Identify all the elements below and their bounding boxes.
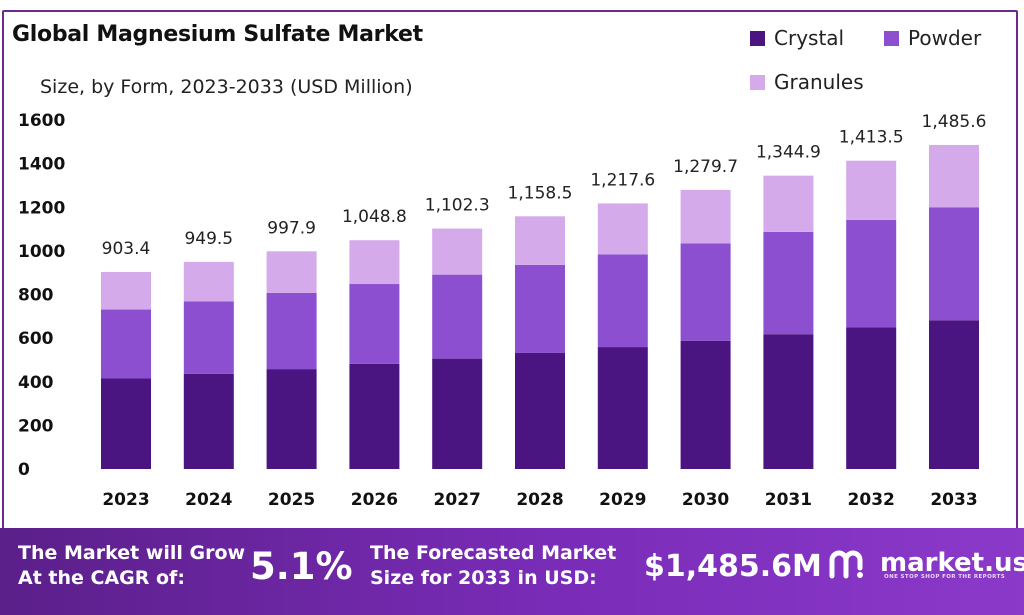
x-tick-label-2026: 2026 <box>351 490 398 510</box>
total-label-2029: 1,217.6 <box>590 170 655 190</box>
bar-chart: 0 200 400 600 800 1000 1200 1400 1600 903.4 2023 94… <box>18 111 987 510</box>
bar-powder-2030 <box>680 243 731 341</box>
bar-crystal-2025 <box>266 369 317 469</box>
x-tick-label-2033: 2033 <box>930 490 977 510</box>
chart-subtitle: Size, by Form, 2023-2033 (USD Million) <box>40 76 413 98</box>
summary-band <box>0 528 1024 615</box>
total-label-2033: 1,485.6 <box>922 112 987 132</box>
total-label-2023: 903.4 <box>102 239 151 259</box>
brand-name: market.us <box>880 548 1024 578</box>
x-tick-label-2028: 2028 <box>516 490 563 510</box>
x-tick-label-2024: 2024 <box>185 490 232 510</box>
bar-crystal-2027 <box>432 358 483 469</box>
x-tick-label-2031: 2031 <box>765 490 812 510</box>
y-tick-label: 600 <box>18 329 54 349</box>
bar-crystal-2024 <box>183 373 234 469</box>
cagr-label: The Market will Grow At the CAGR of: <box>18 541 245 591</box>
bar-powder-2024 <box>183 301 234 374</box>
bar-granules-2029 <box>597 203 648 255</box>
bar-crystal-2023 <box>101 378 151 469</box>
y-tick-label: 800 <box>18 286 54 306</box>
legend-powder-label: Powder <box>908 26 982 50</box>
bar-granules-2031 <box>763 175 814 232</box>
chart-title: Global Magnesium Sulfate Market <box>12 22 423 47</box>
x-tick-label-2027: 2027 <box>434 490 481 510</box>
x-tick-label-2029: 2029 <box>599 490 646 510</box>
y-tick-label: 400 <box>18 373 54 393</box>
x-tick-label-2030: 2030 <box>682 490 729 510</box>
legend-crystal-swatch <box>750 30 765 46</box>
bar-granules-2023 <box>101 271 151 310</box>
legend-crystal-label: Crystal <box>774 26 845 50</box>
legend-powder: Powder <box>884 26 981 50</box>
bar-powder-2027 <box>432 274 483 359</box>
bar-powder-2025 <box>266 292 317 370</box>
bar-powder-2026 <box>349 284 400 364</box>
y-tick-label: 1200 <box>18 198 65 218</box>
bar-powder-2033 <box>929 207 979 321</box>
brand-tagline: ONE STOP SHOP FOR THE REPORTS <box>884 574 1006 580</box>
bar-crystal-2026 <box>349 363 400 469</box>
cagr-label-line1: The Market will Grow <box>18 542 246 564</box>
bar-granules-2026 <box>349 240 400 285</box>
forecast-label: The Forecasted Market Size for 2033 in U… <box>370 541 616 591</box>
bar-granules-2024 <box>183 261 234 302</box>
bar-powder-2031 <box>763 231 814 335</box>
total-label-2024: 949.5 <box>184 229 233 249</box>
y-tick-label: 0 <box>18 460 30 480</box>
forecast-label-line1: The Forecasted Market <box>370 542 617 564</box>
y-tick-label: 1400 <box>18 155 65 175</box>
bar-crystal-2031 <box>763 334 814 469</box>
bar-powder-2023 <box>101 309 151 379</box>
legend-powder-swatch <box>884 30 899 46</box>
x-tick-label-2023: 2023 <box>102 490 149 510</box>
bar-crystal-2028 <box>515 352 565 469</box>
x-tick-label-2025: 2025 <box>268 490 315 510</box>
bar-granules-2032 <box>846 160 897 220</box>
legend-granules-swatch <box>750 74 765 90</box>
market-us-logo: market.us <box>828 546 1024 580</box>
cagr-label-line2: At the CAGR of: <box>18 567 185 589</box>
bar-granules-2025 <box>266 251 317 293</box>
total-label-2027: 1,102.3 <box>425 196 490 216</box>
forecast-value: $1,485.6M <box>644 549 822 584</box>
bar-crystal-2032 <box>846 327 897 469</box>
bar-powder-2028 <box>515 264 565 353</box>
x-tick-label-2032: 2032 <box>848 490 895 510</box>
bar-crystal-2030 <box>680 340 731 469</box>
bar-powder-2032 <box>846 219 897 328</box>
total-label-2031: 1,344.9 <box>756 143 821 163</box>
total-label-2025: 997.9 <box>267 218 316 238</box>
y-tick-label: 200 <box>18 416 54 436</box>
forecast-label-line2: Size for 2033 in USD: <box>370 567 597 589</box>
market-us-logo-icon <box>829 550 863 579</box>
bar-crystal-2033 <box>929 320 979 469</box>
bar-granules-2028 <box>515 216 565 265</box>
legend-granules: Granules <box>750 70 864 94</box>
total-label-2028: 1,158.5 <box>508 183 573 203</box>
total-label-2032: 1,413.5 <box>839 128 904 148</box>
y-tick-label: 1600 <box>18 111 65 131</box>
y-tick-label: 1000 <box>18 242 65 262</box>
legend-crystal: Crystal <box>750 26 844 50</box>
bar-granules-2030 <box>680 189 731 244</box>
legend-granules-label: Granules <box>774 70 864 94</box>
bar-granules-2027 <box>432 228 483 275</box>
bar-crystal-2029 <box>597 347 648 469</box>
total-label-2030: 1,279.7 <box>673 157 738 177</box>
cagr-value: 5.1% <box>250 545 353 588</box>
bar-granules-2033 <box>929 144 979 208</box>
bar-powder-2029 <box>597 254 648 348</box>
total-label-2026: 1,048.8 <box>342 207 407 227</box>
